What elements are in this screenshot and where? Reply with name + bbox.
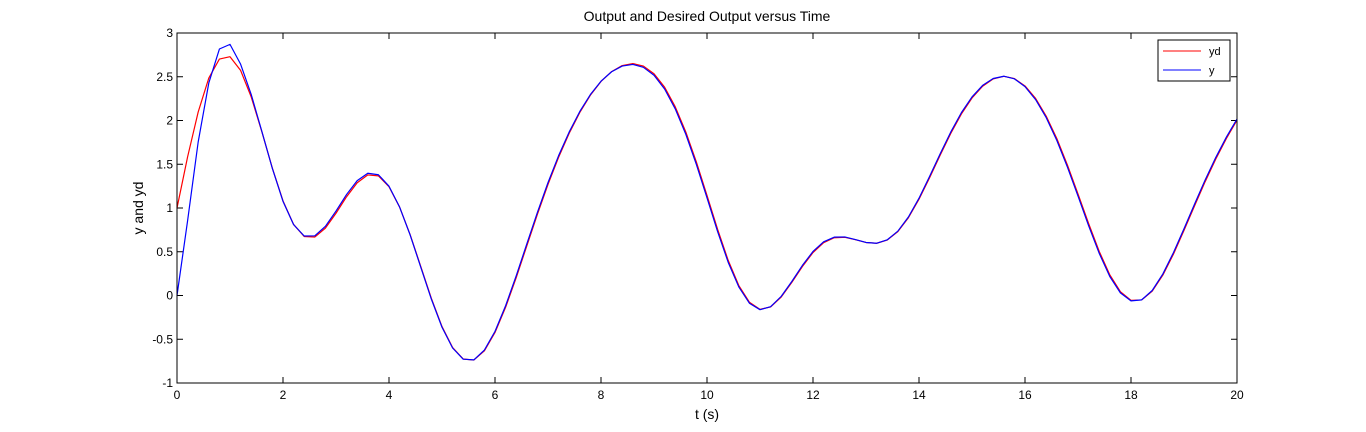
- series-line-yd: [176, 56, 1238, 361]
- y-tick-label: -1: [162, 376, 173, 390]
- x-tick-label: 12: [806, 388, 820, 402]
- chart-title: Output and Desired Output versus Time: [584, 8, 831, 24]
- series-lines: [176, 43, 1238, 361]
- y-tick-label: 0.5: [156, 245, 173, 259]
- y-tick-label: 2: [166, 114, 173, 128]
- x-tick-label: 16: [1018, 388, 1032, 402]
- legend: yd y: [1157, 39, 1231, 82]
- y-tick-label: 1: [166, 201, 173, 215]
- legend-label-y: y: [1209, 65, 1215, 77]
- x-tick-label: 20: [1230, 388, 1244, 402]
- x-tick-label: 0: [174, 388, 181, 402]
- y-tick-label: -0.5: [152, 332, 173, 346]
- axes-box: [176, 32, 1238, 384]
- plot-area: [177, 33, 1237, 383]
- y-axis-label: y and yd: [130, 182, 146, 235]
- x-tick-label: 6: [492, 388, 499, 402]
- x-tick-label: 18: [1124, 388, 1138, 402]
- x-tick-label: 4: [386, 388, 393, 402]
- x-tick-label: 2: [280, 388, 287, 402]
- x-tick-label: 10: [700, 388, 714, 402]
- y-tick-labels: -1 -0.5 0 0.5 1 1.5 2 2.5 3: [152, 26, 173, 390]
- x-tick-label: 8: [598, 388, 605, 402]
- legend-label-yd: yd: [1209, 46, 1221, 58]
- y-tick-label: 2.5: [156, 70, 173, 84]
- x-tick-label: 14: [912, 388, 926, 402]
- series-line-y: [176, 43, 1238, 361]
- y-tick-label: 1.5: [156, 157, 173, 171]
- y-tick-label: 0: [166, 289, 173, 303]
- x-axis-label: t (s): [695, 406, 719, 422]
- x-tick-labels: 0 2 4 6 8 10 12 14 16 18 20: [174, 388, 1244, 402]
- y-tick-label: 3: [166, 26, 173, 40]
- legend-box: [1157, 39, 1231, 82]
